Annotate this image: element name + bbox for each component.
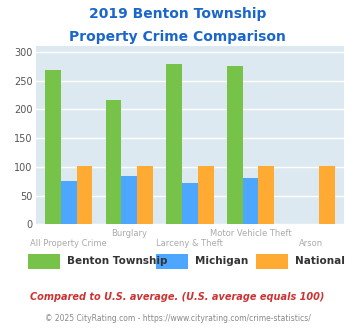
Text: National: National bbox=[295, 256, 344, 266]
Text: Arson: Arson bbox=[299, 239, 323, 248]
Bar bbox=[242, 178, 258, 224]
Bar bbox=[77, 166, 92, 224]
Text: 2019 Benton Township: 2019 Benton Township bbox=[89, 7, 266, 20]
Text: Compared to U.S. average. (U.S. average equals 100): Compared to U.S. average. (U.S. average … bbox=[30, 292, 325, 302]
Text: All Property Crime: All Property Crime bbox=[31, 239, 107, 248]
FancyBboxPatch shape bbox=[256, 254, 288, 269]
Bar bbox=[106, 100, 121, 224]
Bar bbox=[198, 166, 214, 224]
Bar bbox=[319, 166, 335, 224]
FancyBboxPatch shape bbox=[156, 254, 188, 269]
Text: Property Crime Comparison: Property Crime Comparison bbox=[69, 30, 286, 44]
Bar bbox=[227, 66, 242, 224]
Bar bbox=[258, 166, 274, 224]
FancyBboxPatch shape bbox=[28, 254, 60, 269]
Bar bbox=[121, 176, 137, 224]
Text: Benton Township: Benton Township bbox=[67, 256, 168, 266]
Text: Burglary: Burglary bbox=[111, 229, 147, 238]
Bar bbox=[45, 70, 61, 224]
Text: Larceny & Theft: Larceny & Theft bbox=[157, 239, 223, 248]
Bar bbox=[166, 64, 182, 224]
Text: Michigan: Michigan bbox=[195, 256, 248, 266]
Bar bbox=[182, 183, 198, 224]
Text: © 2025 CityRating.com - https://www.cityrating.com/crime-statistics/: © 2025 CityRating.com - https://www.city… bbox=[45, 314, 310, 323]
Text: Motor Vehicle Theft: Motor Vehicle Theft bbox=[210, 229, 291, 238]
Bar bbox=[137, 166, 153, 224]
Bar bbox=[61, 181, 77, 224]
